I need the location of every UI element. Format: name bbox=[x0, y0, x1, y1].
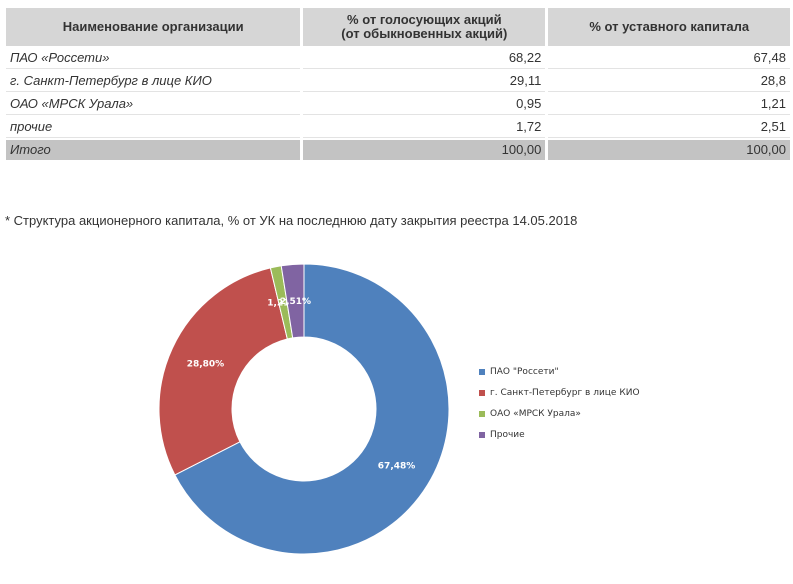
table-row: прочие 1,72 2,51 bbox=[6, 117, 790, 138]
header-voting-line: (от обыкновенных акций) bbox=[341, 26, 508, 41]
total-capital: 100,00 bbox=[548, 140, 790, 160]
table-row: г. Санкт-Петербург в лице КИО 29,11 28,8 bbox=[6, 71, 790, 92]
legend-swatch bbox=[479, 410, 485, 417]
row-voting: 0,95 bbox=[303, 94, 546, 115]
header-voting-shares: % от голосующих акций (от обыкновенных ак… bbox=[303, 8, 546, 46]
donut-chart: 67,48% 28,80% 1,21% 2,51% ПАО "Россети" г. С… bbox=[141, 246, 640, 568]
legend-label: ОАО «МРСК Урала» bbox=[490, 408, 581, 419]
row-name: ОАО «МРСК Урала» bbox=[6, 94, 301, 115]
table-row: ОАО «МРСК Урала» 0,95 1,21 bbox=[6, 94, 790, 115]
donut-svg: 67,48% 28,80% 1,21%2,51% bbox=[158, 263, 450, 555]
header-charter-capital: % от уставного капитала bbox=[548, 8, 790, 46]
legend-item: ПАО "Россети" bbox=[479, 361, 640, 382]
header-voting-line: % от голосующих акций bbox=[347, 12, 502, 27]
capital-structure-note: * Структура акционерного капитала, % от … bbox=[5, 213, 578, 228]
row-voting: 29,11 bbox=[303, 71, 546, 92]
donut-slice bbox=[158, 267, 288, 476]
legend-item: г. Санкт-Петербург в лице КИО bbox=[479, 382, 640, 403]
header-organization: Наименование организации bbox=[6, 8, 301, 46]
row-name: прочие bbox=[6, 117, 301, 138]
row-name: г. Санкт-Петербург в лице КИО bbox=[6, 71, 301, 92]
slice-data-label: 2,51% bbox=[280, 297, 311, 307]
legend-label: г. Санкт-Петербург в лице КИО bbox=[490, 387, 640, 398]
table-header-row: Наименование организации % от голосующих… bbox=[6, 8, 790, 46]
donut-slice bbox=[280, 263, 305, 339]
total-voting: 100,00 bbox=[303, 140, 546, 160]
legend-item: ОАО «МРСК Урала» bbox=[479, 403, 640, 424]
legend-label: Прочие bbox=[490, 429, 525, 440]
slice-data-label: 1,21% bbox=[267, 299, 298, 309]
legend-swatch bbox=[479, 389, 485, 396]
legend-swatch bbox=[479, 431, 485, 438]
table-total-row: Итого 100,00 100,00 bbox=[6, 140, 790, 160]
row-voting: 1,72 bbox=[303, 117, 546, 138]
table-row: ПАО «Россети» 68,22 67,48 bbox=[6, 48, 790, 69]
row-capital: 2,51 bbox=[548, 117, 790, 138]
chart-legend: ПАО "Россети" г. Санкт-Петербург в лице К… bbox=[479, 361, 640, 445]
legend-item: Прочие bbox=[479, 424, 640, 445]
legend-swatch bbox=[479, 368, 485, 375]
slice-data-label: 28,80% bbox=[187, 360, 225, 370]
slice-data-label: 67,48% bbox=[378, 462, 416, 472]
shareholder-table: Наименование организации % от голосующих… bbox=[3, 6, 793, 162]
legend-label: ПАО "Россети" bbox=[490, 366, 559, 377]
row-name: ПАО «Россети» bbox=[6, 48, 301, 69]
row-capital: 1,21 bbox=[548, 94, 790, 115]
row-capital: 28,8 bbox=[548, 71, 790, 92]
donut-slice bbox=[174, 263, 450, 555]
row-capital: 67,48 bbox=[548, 48, 790, 69]
row-voting: 68,22 bbox=[303, 48, 546, 69]
total-name: Итого bbox=[6, 140, 301, 160]
